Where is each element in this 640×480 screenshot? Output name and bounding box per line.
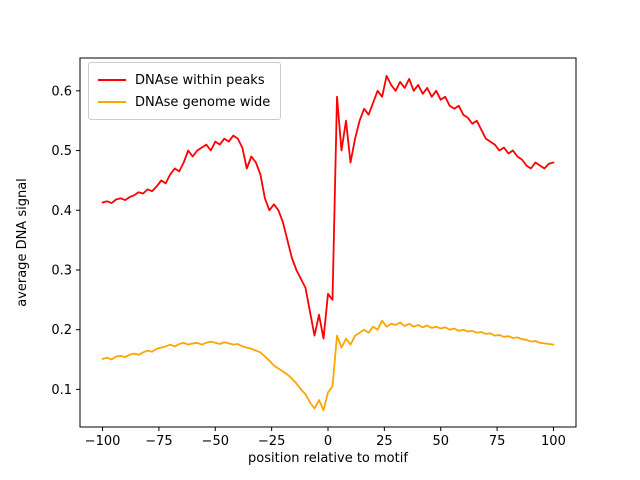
y-axis-label: average DNA signal bbox=[15, 178, 30, 307]
y-tick-label: 0.3 bbox=[51, 263, 72, 278]
y-tick-label: 0.2 bbox=[51, 323, 72, 338]
y-tick-label: 0.4 bbox=[51, 204, 72, 219]
x-tick-label: 25 bbox=[376, 434, 393, 449]
series-line-dnase-within-peaks bbox=[101, 75, 555, 340]
y-tick-label: 0.6 bbox=[51, 84, 72, 99]
x-tick-label: −100 bbox=[85, 434, 121, 449]
legend-item: DNAse within peaks bbox=[98, 69, 270, 91]
legend: DNAse within peaks DNAse genome wide bbox=[88, 62, 282, 120]
legend-label: DNAse within peaks bbox=[135, 72, 265, 88]
legend-line-sample-red bbox=[98, 79, 126, 81]
legend-label: DNAse genome wide bbox=[135, 94, 271, 110]
x-tick-label: 50 bbox=[432, 434, 449, 449]
legend-item: DNAse genome wide bbox=[98, 91, 270, 113]
y-tick-label: 0.5 bbox=[51, 144, 72, 159]
x-tick-label: −75 bbox=[145, 434, 172, 449]
series-line-dnase-genome-wide bbox=[101, 319, 555, 412]
x-tick-label: −25 bbox=[258, 434, 285, 449]
x-tick-label: 75 bbox=[489, 434, 506, 449]
x-tick-label: −50 bbox=[202, 434, 229, 449]
x-axis-label: position relative to motif bbox=[248, 451, 408, 466]
x-tick-label: 100 bbox=[541, 434, 566, 449]
legend-line-sample-orange bbox=[98, 101, 126, 103]
y-tick-label: 0.1 bbox=[51, 383, 72, 398]
x-tick-label: 0 bbox=[324, 434, 332, 449]
